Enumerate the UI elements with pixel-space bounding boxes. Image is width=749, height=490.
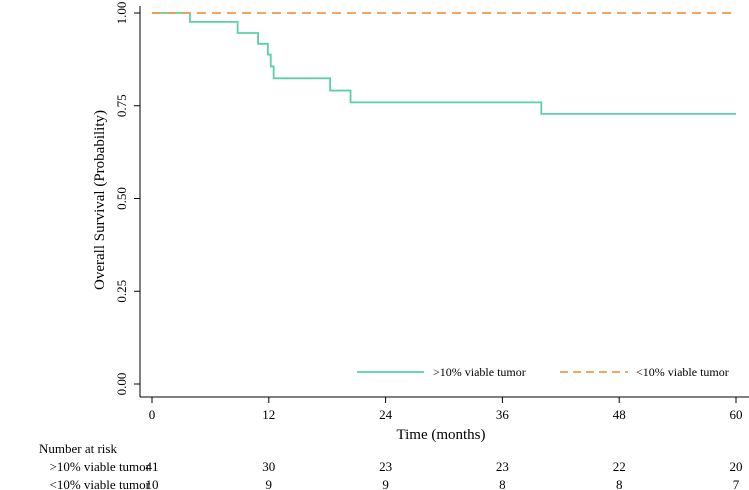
risk-values: 41 30 23 23 22 20 10 9 9 8 8 7 xyxy=(146,459,743,490)
risk-table: Number at risk >10% viable tumor <10% vi… xyxy=(39,441,742,490)
risk-table-title: Number at risk xyxy=(39,441,117,456)
risk-value: 22 xyxy=(613,459,626,474)
x-tick-label: 12 xyxy=(262,407,275,422)
legend: >10% viable tumor <10% viable tumor xyxy=(357,365,729,379)
risk-value: 10 xyxy=(146,477,159,490)
risk-row-label-1: >10% viable tumor xyxy=(50,459,151,474)
risk-row-label-2: <10% viable tumor xyxy=(50,477,151,490)
y-tick-label: 1.00 xyxy=(114,2,129,25)
risk-value: 20 xyxy=(730,459,743,474)
risk-value: 23 xyxy=(496,459,509,474)
risk-value: 9 xyxy=(266,477,273,490)
risk-value: 8 xyxy=(616,477,623,490)
x-tick-label: 60 xyxy=(730,407,743,422)
risk-value: 7 xyxy=(733,477,740,490)
y-tick-label: 0.25 xyxy=(114,280,129,303)
y-axis-title: Overall Survival (Probability) xyxy=(92,110,108,290)
risk-value: 8 xyxy=(499,477,506,490)
x-axis-title: Time (months) xyxy=(396,427,485,443)
y-tick-label: 0.75 xyxy=(114,94,129,117)
x-tick-label: 36 xyxy=(496,407,510,422)
series-line-1 xyxy=(152,12,736,115)
risk-value: 30 xyxy=(262,459,275,474)
risk-value: 23 xyxy=(379,459,392,474)
legend-label-series-2: <10% viable tumor xyxy=(636,365,729,379)
x-tick-label: 24 xyxy=(379,407,393,422)
x-ticks: 0 12 24 36 48 60 xyxy=(149,397,743,422)
series-layer xyxy=(152,12,736,115)
y-ticks: 0.00 0.25 0.50 0.75 1.00 xyxy=(114,2,140,396)
legend-label-series-1: >10% viable tumor xyxy=(433,365,526,379)
y-tick-label: 0.00 xyxy=(114,373,129,396)
y-tick-label: 0.50 xyxy=(114,187,129,210)
risk-value: 9 xyxy=(382,477,389,490)
x-tick-label: 0 xyxy=(149,407,156,422)
risk-value: 41 xyxy=(146,459,159,474)
x-tick-label: 48 xyxy=(613,407,626,422)
